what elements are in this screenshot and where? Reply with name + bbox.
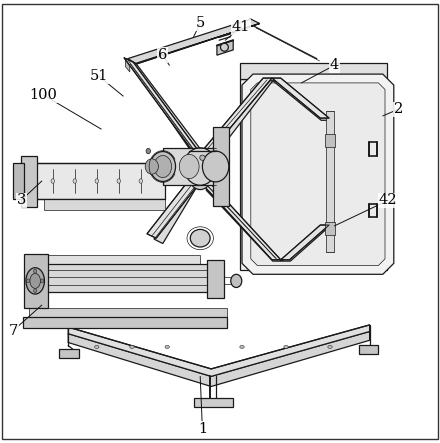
Ellipse shape	[284, 346, 288, 349]
Polygon shape	[200, 78, 272, 153]
Polygon shape	[163, 148, 216, 185]
Polygon shape	[240, 63, 387, 78]
Ellipse shape	[33, 288, 37, 292]
Polygon shape	[124, 58, 200, 153]
Text: 7: 7	[8, 324, 18, 338]
Polygon shape	[21, 163, 165, 198]
Ellipse shape	[180, 155, 199, 179]
Polygon shape	[359, 345, 378, 354]
Text: 6: 6	[158, 48, 168, 62]
Polygon shape	[59, 349, 79, 358]
Ellipse shape	[146, 148, 150, 154]
Polygon shape	[128, 59, 206, 160]
Polygon shape	[24, 254, 48, 308]
Polygon shape	[33, 264, 209, 292]
Ellipse shape	[231, 274, 242, 288]
Ellipse shape	[26, 268, 44, 294]
Ellipse shape	[150, 152, 176, 182]
Ellipse shape	[191, 229, 210, 247]
Ellipse shape	[191, 158, 210, 175]
Polygon shape	[21, 155, 37, 206]
Polygon shape	[325, 133, 335, 147]
Polygon shape	[240, 78, 387, 270]
Ellipse shape	[130, 346, 134, 349]
Polygon shape	[207, 260, 224, 298]
Ellipse shape	[154, 155, 172, 178]
Polygon shape	[23, 317, 227, 328]
Ellipse shape	[30, 273, 40, 288]
Polygon shape	[206, 81, 273, 156]
Ellipse shape	[51, 179, 55, 183]
Polygon shape	[147, 178, 200, 238]
Ellipse shape	[117, 179, 121, 183]
Polygon shape	[213, 127, 229, 206]
Polygon shape	[242, 74, 394, 274]
Polygon shape	[130, 23, 260, 65]
Polygon shape	[217, 40, 233, 55]
Ellipse shape	[27, 279, 30, 283]
Ellipse shape	[95, 346, 99, 349]
Ellipse shape	[220, 43, 228, 51]
Polygon shape	[33, 255, 200, 264]
Text: 100: 100	[29, 88, 57, 102]
Polygon shape	[273, 81, 330, 120]
Polygon shape	[206, 190, 282, 261]
Polygon shape	[326, 112, 334, 253]
Polygon shape	[29, 308, 227, 317]
Polygon shape	[200, 182, 281, 260]
Text: 2: 2	[393, 102, 403, 117]
Polygon shape	[281, 225, 329, 260]
Ellipse shape	[41, 279, 44, 283]
Text: 3: 3	[16, 194, 26, 207]
Text: 42: 42	[379, 194, 397, 207]
Ellipse shape	[202, 151, 229, 182]
Polygon shape	[325, 222, 335, 235]
Polygon shape	[154, 183, 197, 244]
Ellipse shape	[95, 179, 99, 183]
Ellipse shape	[328, 346, 332, 349]
Polygon shape	[13, 163, 24, 198]
Polygon shape	[282, 226, 330, 261]
Text: 1: 1	[198, 422, 207, 436]
Text: 4: 4	[330, 58, 339, 72]
Text: 5: 5	[195, 16, 205, 31]
Polygon shape	[251, 83, 385, 265]
Text: 41: 41	[232, 20, 250, 34]
Ellipse shape	[145, 159, 158, 174]
Ellipse shape	[165, 346, 169, 349]
Polygon shape	[128, 19, 260, 64]
Polygon shape	[189, 151, 216, 164]
Polygon shape	[194, 398, 233, 407]
Polygon shape	[125, 59, 130, 72]
Ellipse shape	[184, 148, 217, 185]
Ellipse shape	[240, 346, 244, 349]
Polygon shape	[44, 198, 165, 210]
Ellipse shape	[200, 155, 205, 160]
Ellipse shape	[139, 179, 143, 183]
Ellipse shape	[73, 179, 77, 183]
Ellipse shape	[33, 269, 37, 273]
Ellipse shape	[191, 174, 209, 190]
Text: 51: 51	[90, 69, 108, 83]
Polygon shape	[68, 325, 370, 377]
Polygon shape	[68, 331, 370, 386]
Polygon shape	[272, 78, 329, 118]
